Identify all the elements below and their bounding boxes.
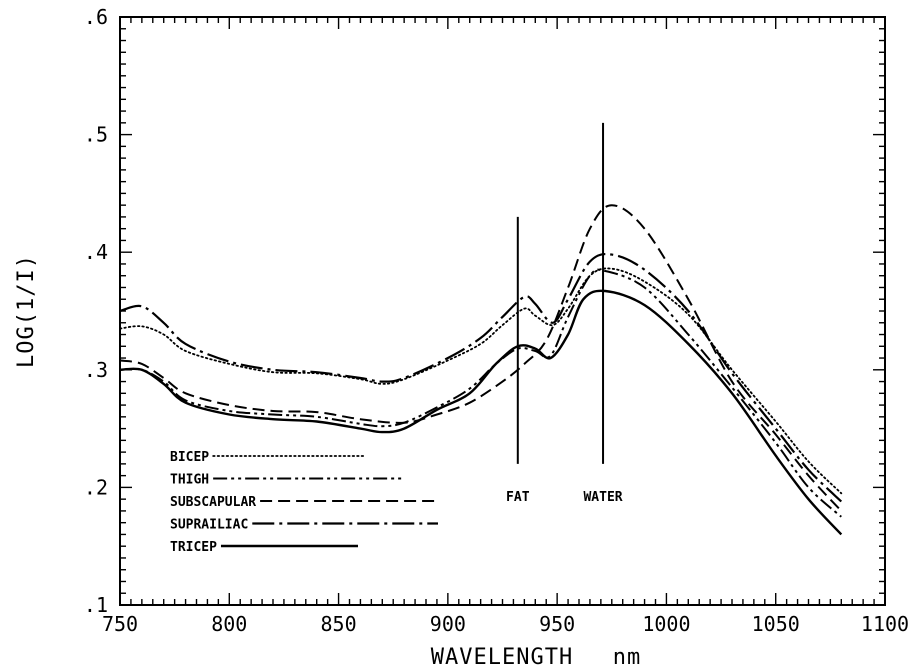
series-line-bicep [119, 267, 843, 495]
y-tick-label: .2 [84, 475, 108, 499]
series-line-subscapular [119, 204, 843, 512]
annotation-label-fat: FAT [506, 490, 530, 505]
y-tick-label: .5 [84, 123, 108, 147]
legend-label-tricep: TRICEP [170, 540, 217, 555]
x-tick-label: 1100 [861, 612, 909, 636]
legend: BICEP THIGH SUBSCAPULAR SUPRAILIAC TRICEP [170, 450, 440, 555]
y-tick-label: .4 [84, 240, 108, 264]
x-tick-label: 750 [102, 612, 138, 636]
y-tick-label: .3 [84, 358, 108, 382]
x-tick-label: 1000 [642, 612, 690, 636]
legend-label-thigh: THIGH [170, 473, 209, 488]
legend-label-suprailiac: SUPRAILIAC [170, 518, 248, 533]
y-tick-label: .1 [84, 593, 108, 617]
axis-labels: 750 800 850 900 950 1000 1050 1100 .1 .2 .3 .4 .5 .6 W… [14, 5, 909, 670]
x-tick-label: 1050 [752, 612, 800, 636]
x-tick-label: 900 [430, 612, 466, 636]
series-line-suprailiac [119, 252, 843, 503]
y-tick-label: .6 [84, 5, 108, 29]
x-tick-label: 850 [321, 612, 357, 636]
axes-frame [119, 16, 886, 606]
series-line-tricep [119, 289, 843, 536]
y-axis-title: LOG(1/I) [14, 254, 39, 368]
annotation-layer: FAT WATER [506, 122, 623, 505]
annotation-label-water: WATER [583, 490, 622, 505]
x-axis-unit: nm [613, 645, 642, 670]
legend-label-bicep: BICEP [170, 450, 209, 465]
x-axis-title: WAVELENGTH [431, 645, 573, 670]
series-layer [119, 204, 843, 536]
x-tick-label: 800 [211, 612, 247, 636]
legend-label-subscapular: SUBSCAPULAR [170, 495, 256, 510]
x-tick-label: 950 [539, 612, 575, 636]
